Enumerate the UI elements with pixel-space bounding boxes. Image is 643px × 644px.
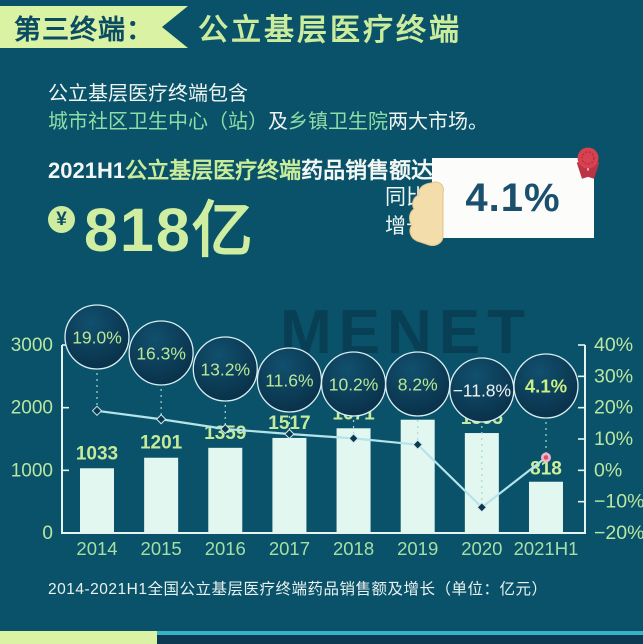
right-axis-label: 40%	[594, 334, 633, 356]
sales-growth-chart: 1033120113591517167118081595818010002000…	[11, 304, 643, 559]
x-axis-label-2015: 2015	[141, 538, 182, 559]
line-marker-last-inner	[543, 455, 549, 460]
intro-city-segment: 城市社区卫生中心（站）	[48, 111, 268, 133]
growth-bubble-2021H1	[513, 353, 579, 419]
kicker-text: 第三终端：	[14, 14, 154, 45]
bar-2018	[336, 428, 371, 533]
growth-bubble-label-2021H1: 4.1%	[525, 376, 567, 397]
x-axis-label-2016: 2016	[205, 538, 246, 559]
growth-value-card: 4.1%	[432, 158, 594, 238]
bar-2019	[400, 419, 435, 533]
line-marker	[348, 433, 359, 444]
intro-and: 及	[268, 111, 288, 133]
growth-bubble-label-2020: −11.8%	[453, 381, 512, 401]
intro-line1: 公立基层医疗终端包含	[48, 83, 248, 105]
footer-cyan-line	[157, 631, 643, 635]
bar-2014	[80, 468, 114, 533]
right-axis-label: 0%	[594, 459, 622, 481]
growth-bubble-label-2017: 11.6%	[265, 371, 313, 391]
bar-label-2014: 1033	[76, 443, 118, 464]
bar-2020	[464, 433, 499, 533]
page-title: 公立基层医疗终端	[198, 14, 462, 47]
line-marker	[476, 502, 488, 513]
right-axis-label: 30%	[594, 365, 633, 387]
highlight-sentence: 2021H1公立基层医疗终端药品销售额达	[48, 153, 433, 185]
yen-symbol: ¥	[56, 208, 67, 230]
right-axis-label: 10%	[594, 428, 633, 450]
line-marker	[284, 428, 295, 440]
x-axis-label-2018: 2018	[333, 538, 374, 559]
growth-bubble-label-2016: 13.2%	[200, 360, 250, 380]
x-axis-label-2014: 2014	[76, 538, 117, 559]
x-axis-label-2019: 2019	[397, 538, 438, 559]
left-axis-label: 2000	[11, 398, 53, 419]
right-axis-label: −10%	[594, 491, 643, 513]
growth-bubble-label-2014: 19.0%	[72, 328, 122, 348]
left-axis-label: 3000	[11, 335, 53, 356]
kicker-banner: 第三终端：	[0, 6, 188, 48]
bar-2017	[272, 437, 307, 533]
growth-value: 4.1%	[465, 175, 561, 220]
intro-tail: 两大市场。	[388, 111, 488, 133]
x-axis-label-2021H1: 2021H1	[514, 538, 579, 559]
hand-icon	[409, 181, 444, 246]
line-marker	[155, 414, 167, 425]
sales-amount: 818亿	[84, 196, 255, 264]
bar-2021H1	[528, 481, 563, 533]
growth-bubble-2015	[128, 320, 194, 386]
x-axis-label-2020: 2020	[461, 538, 502, 559]
intro-line2: 城市社区卫生中心（站）及乡镇卫生院两大市场。	[48, 108, 488, 136]
x-axis-label-2017: 2017	[269, 538, 310, 559]
line-marker	[412, 439, 423, 450]
highlight-prefix: 2021H1	[48, 158, 126, 183]
right-axis-label: 20%	[594, 397, 633, 419]
rosette-award-icon	[576, 147, 600, 179]
left-axis-label: 1000	[11, 460, 53, 481]
growth-bubble-label-2019: 8.2%	[398, 375, 438, 395]
yen-icon: ¥	[48, 206, 75, 233]
footer-green-bar	[0, 631, 157, 644]
bar-label-2015: 1201	[140, 433, 183, 454]
intro-paragraph: 公立基层医疗终端包含 城市社区卫生中心（站）及乡镇卫生院两大市场。	[48, 80, 488, 136]
chart-caption: 2014-2021H1全国公立基层医疗终端药品销售额及增长（单位：亿元）	[48, 581, 548, 598]
footer-strip	[0, 631, 643, 644]
growth-bubble-2016	[192, 336, 258, 402]
bar-2016	[208, 447, 243, 533]
growth-bubble-label-2018: 10.2%	[329, 375, 379, 395]
left-axis-label: 0	[42, 523, 53, 544]
highlight-suffix: 药品销售额达	[301, 158, 434, 183]
highlight-em: 公立基层医疗终端	[125, 158, 302, 183]
growth-line	[96, 409, 547, 509]
line-marker	[91, 405, 103, 417]
bar-2015	[144, 457, 179, 533]
growth-bubble-label-2015: 16.3%	[136, 344, 186, 364]
intro-town-segment: 乡镇卫生院	[288, 111, 388, 133]
line-marker	[220, 423, 231, 435]
right-axis-label: −20%	[594, 522, 643, 544]
growth-bubble-2019	[385, 351, 451, 417]
growth-bubble-2014	[64, 304, 130, 370]
